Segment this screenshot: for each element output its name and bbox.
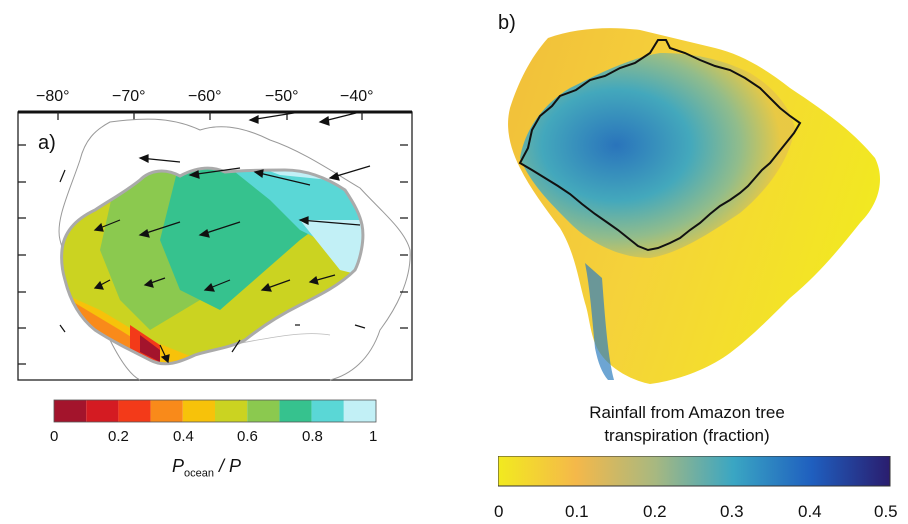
colorbar-tick: 0.5	[874, 502, 898, 521]
lon-label: −50°	[265, 88, 299, 105]
colorbar-segment	[118, 400, 151, 422]
panel-a-colorbar	[53, 399, 377, 423]
colorbar-segment	[247, 400, 280, 422]
panel-b-map	[508, 28, 880, 384]
colorbar-tick: 0.3	[720, 502, 744, 521]
colorbar-label: Pocean / P	[172, 456, 241, 480]
panel-b-colorbar	[498, 456, 891, 487]
colorbar-tick: 0.1	[565, 502, 589, 521]
colorbar-segment	[311, 400, 344, 422]
colorbar-tick: 0.8	[302, 428, 323, 445]
panel-b-label: b)	[498, 12, 516, 34]
colorbar-segment	[215, 400, 248, 422]
panel-a-label: a)	[38, 132, 56, 154]
colorbar-tick: 0	[494, 502, 504, 521]
lon-label: −80°	[36, 88, 70, 105]
colorbar-tick: 0.2	[108, 428, 129, 445]
colorbar-segment	[150, 400, 183, 422]
colorbar-title-line1: Rainfall from Amazon tree	[589, 403, 785, 422]
lon-label: −40°	[340, 88, 374, 105]
colorbar-tick: 0.4	[173, 428, 194, 445]
colorbar-segment	[279, 400, 312, 422]
panel-a-map	[17, 110, 413, 381]
colorbar-tick: 0	[50, 428, 59, 445]
colorbar-segment	[54, 400, 87, 422]
colorbar-label-sub: ocean	[184, 467, 214, 480]
lon-label: −70°	[112, 88, 146, 105]
colorbar-tick: 0.4	[798, 502, 822, 521]
colorbar-border	[53, 399, 377, 423]
colorbar-label-rest: / P	[214, 456, 242, 476]
colorbar-title-line2: transpiration (fraction)	[604, 426, 770, 445]
colorbar-label-main: P	[172, 456, 185, 476]
lon-label: −60°	[188, 88, 222, 105]
colorbar-tick: 1	[369, 428, 378, 445]
colorbar-segment	[343, 400, 376, 422]
colorbar-segment	[182, 400, 215, 422]
colorbar-segment	[86, 400, 119, 422]
colorbar-tick: 0.6	[237, 428, 258, 445]
colorbar-tick: 0.2	[643, 502, 667, 521]
